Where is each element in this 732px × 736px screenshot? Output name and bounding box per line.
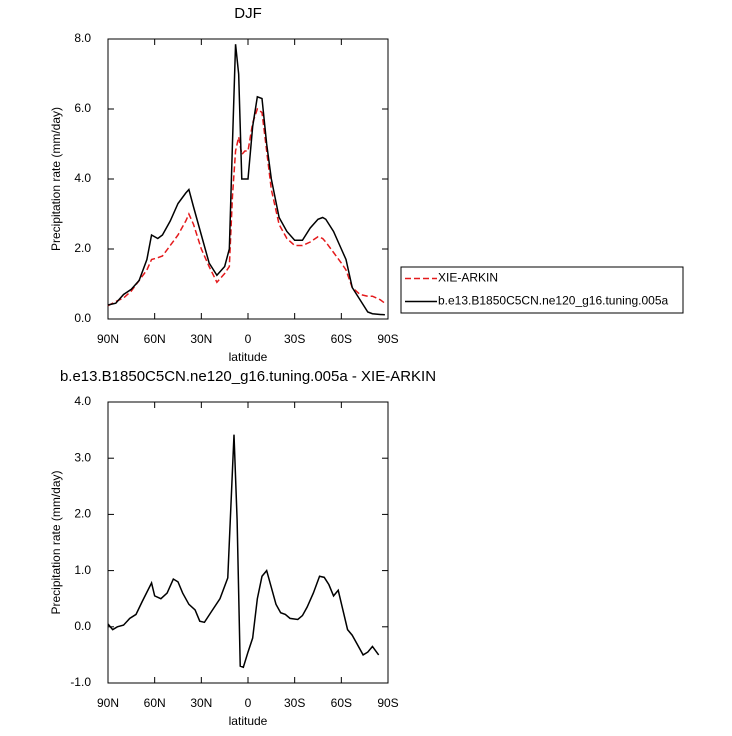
x-tick-label: 60S: [331, 696, 352, 710]
x-tick-label: 90N: [97, 696, 119, 710]
data-line: [107, 44, 385, 316]
legend-label: XIE-ARKIN: [438, 271, 498, 285]
y-tick-label: 0.0: [74, 619, 91, 633]
y-tick-label: 0.0: [74, 311, 91, 325]
y-axis-label: Precipitation rate (mm/day): [49, 470, 63, 614]
x-axis-label: latitude: [229, 714, 268, 728]
x-tick-label: 30S: [284, 332, 305, 346]
y-axis-label: Precipitation rate (mm/day): [49, 107, 63, 251]
x-tick-label: 60N: [144, 332, 166, 346]
x-tick-label: 30S: [284, 696, 305, 710]
data-line: [107, 107, 386, 307]
x-tick-label: 90N: [97, 332, 119, 346]
y-tick-label: 3.0: [74, 450, 91, 464]
x-tick-label: 60S: [331, 332, 352, 346]
x-tick-label: 90S: [377, 332, 398, 346]
x-axis-label: latitude: [229, 350, 268, 364]
y-tick-label: -1.0: [70, 675, 91, 689]
y-tick-label: 2.0: [74, 507, 91, 521]
x-tick-label: 0: [245, 696, 252, 710]
y-tick-label: 6.0: [74, 101, 91, 115]
x-tick-label: 0: [245, 332, 252, 346]
x-tick-label: 60N: [144, 696, 166, 710]
y-tick-label: 1.0: [74, 563, 91, 577]
y-tick-label: 4.0: [74, 394, 91, 408]
plot-frame: [107, 401, 389, 684]
x-tick-label: 90S: [377, 696, 398, 710]
y-tick-label: 2.0: [74, 241, 91, 255]
legend-box: [400, 266, 684, 314]
y-tick-label: 4.0: [74, 171, 91, 185]
x-tick-label: 30N: [190, 696, 212, 710]
legend-label: b.e13.B1850C5CN.ne120_g16.tuning.005a: [438, 294, 669, 308]
chart-title: DJF: [234, 5, 262, 22]
data-line: [107, 434, 380, 669]
y-tick-label: 8.0: [74, 31, 91, 45]
x-tick-label: 30N: [190, 332, 212, 346]
chart-title: b.e13.B1850C5CN.ne120_g16.tuning.005a - …: [60, 368, 436, 385]
